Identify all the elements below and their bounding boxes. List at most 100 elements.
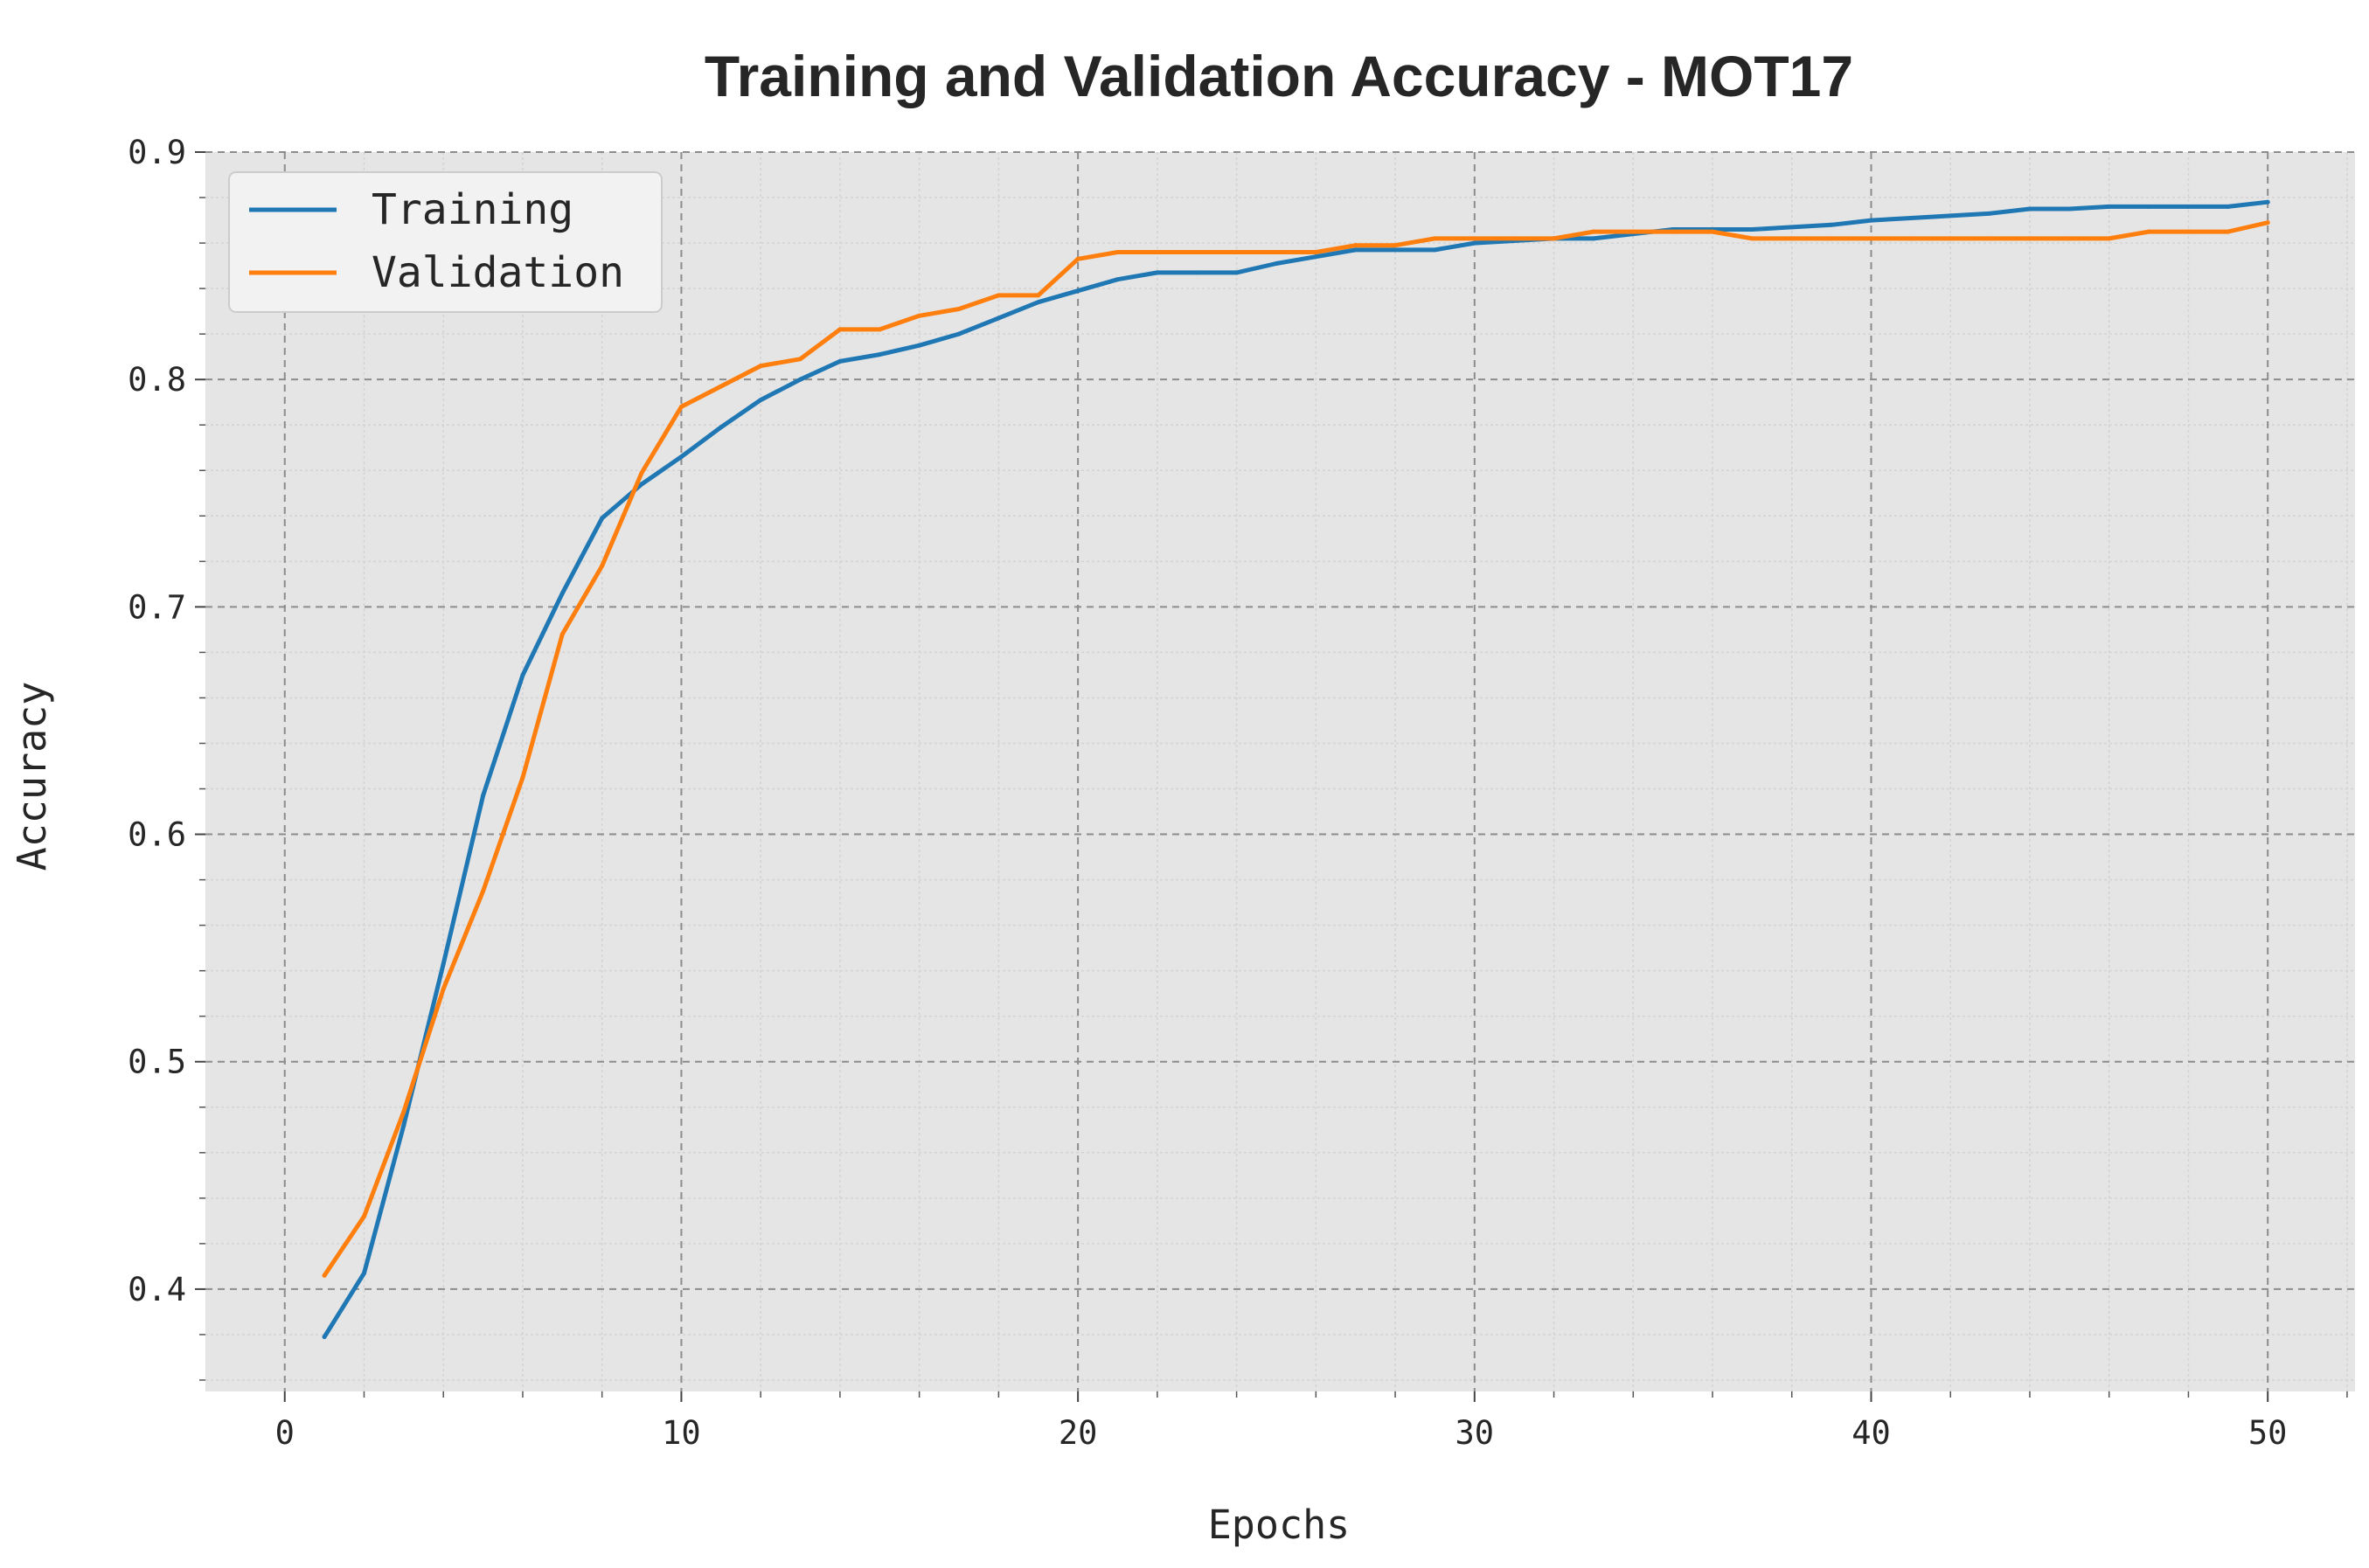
data-point-training [2265,199,2270,205]
data-point-validation [1274,249,1279,254]
data-point-validation [1630,229,1636,234]
data-point-validation [2226,229,2231,234]
legend-label-training: Training [372,185,573,234]
data-point-validation [1432,236,1437,241]
data-point-validation [996,293,1001,298]
y-tick-label: 0.4 [128,1271,186,1308]
data-point-validation [1353,243,1358,248]
data-point-training [1353,247,1358,253]
data-point-training [2107,204,2112,209]
data-point-validation [1749,236,1754,241]
x-tick-label: 20 [1059,1414,1098,1452]
data-point-validation [1511,236,1517,241]
data-point-validation [678,404,684,409]
data-point-training [956,331,962,336]
series-line-training [322,199,2270,1340]
data-point-validation [1472,236,1477,241]
data-point-training [1075,288,1080,294]
data-point-validation [877,327,882,332]
legend-box [228,171,663,313]
data-point-validation [1868,236,1873,241]
data-point-training [1393,247,1398,253]
data-point-validation [1313,249,1318,254]
data-point-validation [322,1273,327,1278]
data-point-validation [719,384,724,389]
data-point-training [719,425,724,430]
data-point-training [1948,213,1953,219]
data-point-validation [441,986,446,991]
data-point-training [1234,270,1240,275]
data-point-validation [1988,236,1993,241]
data-point-training [1988,211,1993,216]
data-point-training [322,1335,327,1340]
data-point-training [441,961,446,967]
data-point-validation [2067,236,2072,241]
x-tick-label: 0 [275,1414,295,1452]
data-point-training [559,591,565,596]
data-point-validation [1908,236,1914,241]
data-point-training [996,316,1001,321]
data-point-training [1868,218,1873,223]
data-point-training [600,516,605,521]
data-point-training [1036,300,1041,305]
data-point-validation [1591,229,1596,234]
data-point-training [1591,236,1596,241]
series-lines [322,199,2270,1340]
data-point-training [1908,215,1914,220]
data-point-training [1274,260,1279,266]
data-point-validation [2027,236,2032,241]
legend-label-validation: Validation [372,248,624,297]
data-point-validation [559,632,565,637]
data-point-training [2146,204,2151,209]
data-point-validation [1552,236,1557,241]
data-point-training [2226,204,2231,209]
data-point-training [520,672,525,677]
data-point-training [481,793,486,798]
data-point-training [361,1271,366,1276]
data-point-validation [481,889,486,894]
data-point-training [401,1123,406,1128]
data-point-validation [1155,249,1160,254]
data-point-validation [361,1214,366,1219]
data-point-validation [639,470,644,475]
data-point-validation [2185,229,2191,234]
x-tick-label: 50 [2248,1414,2288,1452]
data-point-training [877,352,882,357]
data-point-training [1472,240,1477,246]
data-point-training [2027,206,2032,212]
data-point-validation [1789,236,1795,241]
y-tick-label: 0.6 [128,816,186,854]
data-point-training [837,358,843,364]
data-point-validation [837,327,843,332]
data-point-validation [1234,249,1240,254]
data-point-validation [758,364,763,369]
x-tick-label: 40 [1851,1414,1891,1452]
x-axis: 0 10 20 30 40 50 [275,1391,2348,1452]
y-tick-label: 0.7 [128,588,186,626]
data-point-validation [2107,236,2112,241]
data-point-training [678,454,684,460]
data-point-training [2067,206,2072,212]
x-tick-label: 30 [1455,1414,1495,1452]
data-point-training [1313,254,1318,260]
y-axis: 0.4 0.5 0.6 0.7 0.8 0.9 [128,134,205,1381]
data-point-training [798,377,803,382]
data-point-validation [1115,249,1120,254]
y-tick-label: 0.5 [128,1044,186,1081]
data-point-validation [1948,236,1953,241]
data-point-validation [1710,229,1715,234]
minor-grid [205,152,2355,1391]
data-point-training [1194,270,1199,275]
data-point-training [1749,226,1754,232]
data-point-training [758,398,763,403]
series-line-validation [322,220,2270,1278]
data-point-validation [2146,229,2151,234]
data-point-training [1432,247,1437,253]
legend: Training Validation [228,171,663,313]
data-point-validation [1075,256,1080,261]
data-point-validation [1829,236,1834,241]
major-grid [205,151,2355,1391]
data-point-training [639,482,644,487]
y-axis-label: Accuracy [9,682,55,871]
